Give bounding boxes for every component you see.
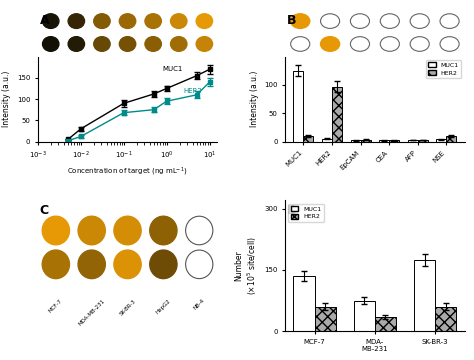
Bar xyxy=(379,140,389,141)
Circle shape xyxy=(43,37,59,51)
Bar xyxy=(322,139,332,141)
Text: SK-BR-3: SK-BR-3 xyxy=(118,298,137,316)
Y-axis label: Number
($\times$10$^5$ site/cell): Number ($\times$10$^5$ site/cell) xyxy=(234,236,259,295)
Text: MCF-7: MCF-7 xyxy=(48,298,64,314)
Legend: MUC1, HER2: MUC1, HER2 xyxy=(426,60,461,78)
Circle shape xyxy=(171,37,187,51)
Bar xyxy=(418,140,428,141)
Legend: MUC1, HER2: MUC1, HER2 xyxy=(288,203,324,222)
Text: MUC1: MUC1 xyxy=(14,19,34,24)
Circle shape xyxy=(42,250,70,279)
Text: B: B xyxy=(287,14,297,27)
Text: MDA-MB-231: MDA-MB-231 xyxy=(78,298,106,327)
Circle shape xyxy=(196,37,212,51)
Circle shape xyxy=(196,14,212,28)
Bar xyxy=(375,317,396,331)
Bar xyxy=(332,87,342,141)
Bar xyxy=(303,136,313,141)
Circle shape xyxy=(171,14,187,28)
Text: HER2: HER2 xyxy=(184,88,202,94)
Circle shape xyxy=(145,14,161,28)
Bar xyxy=(293,276,315,331)
Circle shape xyxy=(94,37,110,51)
Circle shape xyxy=(114,216,141,245)
Circle shape xyxy=(145,37,161,51)
Text: MUC1: MUC1 xyxy=(163,67,183,72)
Circle shape xyxy=(42,216,70,245)
Circle shape xyxy=(78,250,105,279)
Circle shape xyxy=(68,37,84,51)
Text: HER2: HER2 xyxy=(262,41,281,46)
Circle shape xyxy=(114,250,141,279)
Text: HER2: HER2 xyxy=(12,262,31,267)
Bar xyxy=(351,140,361,141)
Circle shape xyxy=(119,14,136,28)
Y-axis label: Intensity (a.u.): Intensity (a.u.) xyxy=(250,71,259,127)
Circle shape xyxy=(320,37,340,51)
Bar xyxy=(435,307,456,331)
Text: D: D xyxy=(287,204,297,217)
Bar xyxy=(447,136,456,141)
Circle shape xyxy=(68,14,84,28)
Circle shape xyxy=(94,14,110,28)
Circle shape xyxy=(119,37,136,51)
Circle shape xyxy=(78,216,105,245)
Text: HER2: HER2 xyxy=(15,41,34,46)
Bar xyxy=(361,140,371,141)
Text: C: C xyxy=(40,204,49,217)
Circle shape xyxy=(150,250,177,279)
Y-axis label: Intensity (a.u.): Intensity (a.u.) xyxy=(2,71,11,127)
X-axis label: Concentration of target (ng mL$^{-1}$): Concentration of target (ng mL$^{-1}$) xyxy=(67,166,188,178)
Bar xyxy=(408,140,418,141)
Text: NB-4: NB-4 xyxy=(193,298,206,311)
Bar xyxy=(293,71,303,141)
Bar xyxy=(315,307,336,331)
Bar xyxy=(437,139,447,141)
Text: HepG2: HepG2 xyxy=(155,298,172,315)
Circle shape xyxy=(291,14,310,28)
Bar xyxy=(354,301,375,331)
Text: MUC1: MUC1 xyxy=(260,19,281,24)
Bar xyxy=(389,140,399,141)
Text: MUC1: MUC1 xyxy=(10,228,31,233)
Bar xyxy=(414,260,435,331)
Text: A: A xyxy=(40,14,49,27)
Circle shape xyxy=(43,14,59,28)
Circle shape xyxy=(150,216,177,245)
